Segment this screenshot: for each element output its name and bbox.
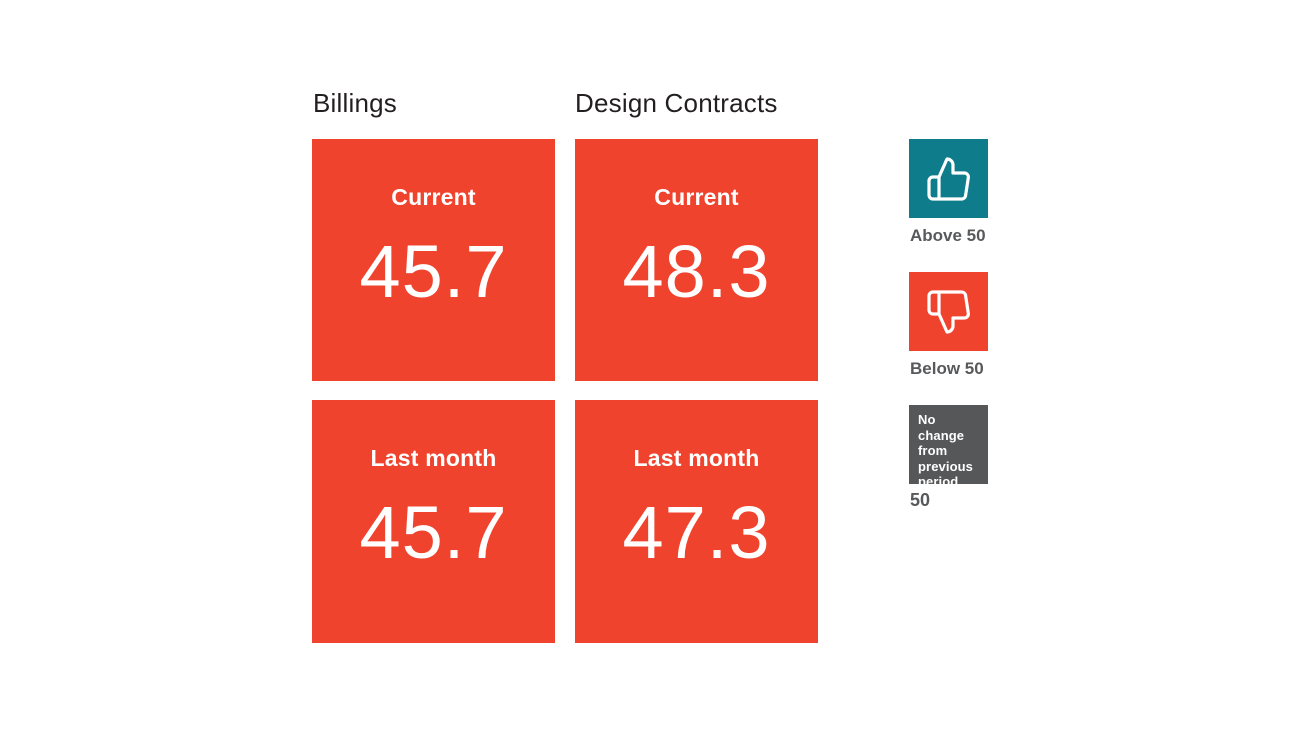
column-header-billings: Billings	[313, 88, 397, 118]
tile-label: Last month	[370, 445, 497, 471]
column-header-design-contracts: Design Contracts	[575, 88, 778, 118]
tile-design-contracts-last-month: Last month 47.3	[575, 400, 818, 643]
legend-swatch-no-change: No change from previous period	[909, 405, 988, 489]
tile-billings-last-month: Last month 45.7	[312, 400, 555, 643]
tile-design-contracts-current: Current 48.3	[575, 139, 818, 381]
no-change-line: No change	[918, 412, 965, 443]
legend-swatch-above-50	[909, 139, 988, 218]
legend-label-below-50: Below 50	[910, 359, 984, 378]
legend-label-above-50: Above 50	[910, 226, 986, 245]
no-change-text: No change from previous period	[918, 412, 984, 490]
tile-value: 48.3	[622, 230, 771, 313]
legend-swatch-below-50	[909, 272, 988, 351]
tile-label: Current	[654, 184, 739, 210]
thumbs-up-icon	[925, 155, 973, 203]
legend-label-50: 50	[910, 490, 931, 510]
tile-value: 45.7	[359, 230, 508, 313]
no-change-line: period	[918, 474, 959, 489]
no-change-line: from	[918, 443, 948, 458]
tile-value: 47.3	[622, 491, 771, 574]
no-change-line: previous	[918, 458, 973, 474]
tile-label: Current	[391, 184, 476, 210]
tile-billings-current: Current 45.7	[312, 139, 555, 381]
thumbs-down-icon	[925, 288, 973, 336]
tile-label: Last month	[633, 445, 760, 471]
tile-value: 45.7	[359, 491, 508, 574]
